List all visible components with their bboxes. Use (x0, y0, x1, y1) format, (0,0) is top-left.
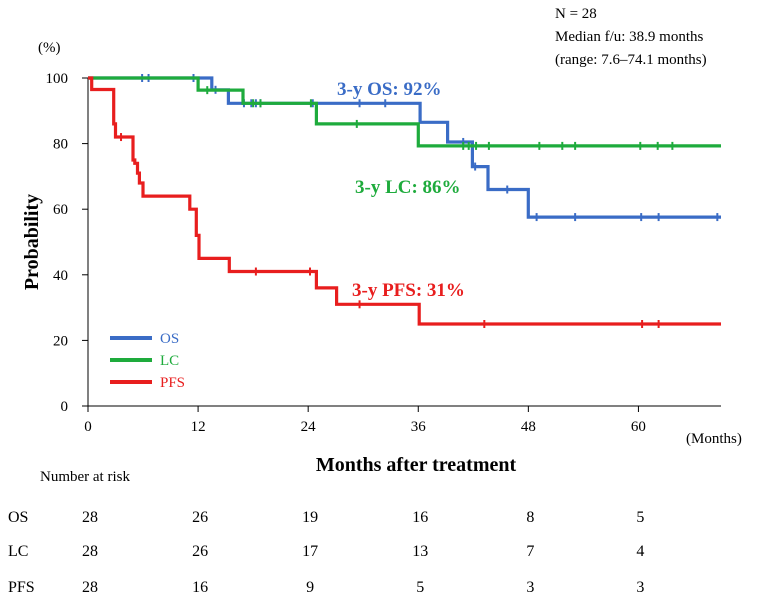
x-axis-title: Months after treatment (316, 454, 517, 476)
y-tick-label: 20 (53, 333, 68, 349)
risk-row-value: 5 (636, 509, 644, 526)
info-median: Median f/u: 38.9 months (555, 29, 703, 45)
y-tick-label: 60 (53, 202, 68, 218)
risk-row-value: 13 (412, 543, 428, 560)
risk-row-label: PFS (8, 579, 35, 596)
study-info: N = 28 Median f/u: 38.9 months (range: 7… (555, 6, 707, 68)
lc-annotation: 3-y LC: 86% (355, 177, 461, 198)
risk-row-value: 9 (306, 579, 314, 596)
legend: OS LC PFS (110, 331, 185, 391)
lc-curve (88, 76, 721, 148)
x-tick-label: 60 (631, 419, 646, 435)
y-ticks: 0 20 40 60 80 100 (46, 71, 88, 415)
x-tick-label: 48 (521, 419, 536, 435)
risk-row-value: 4 (636, 543, 644, 560)
x-ticks: 0 12 24 36 48 60 (84, 406, 646, 435)
risk-row-value: 17 (302, 543, 318, 560)
y-tick-label: 40 (53, 268, 68, 284)
risk-row-value: 7 (526, 543, 534, 560)
x-tick-label: 24 (301, 419, 317, 435)
risk-row-value: 28 (82, 579, 98, 596)
risk-table-title: Number at risk (40, 469, 130, 485)
x-tick-label: 0 (84, 419, 92, 435)
pfs-curve (88, 76, 721, 326)
risk-row-value: 26 (192, 543, 208, 560)
x-tick-label: 12 (191, 419, 206, 435)
risk-row-value: 28 (82, 509, 98, 526)
y-tick-label: 0 (61, 399, 69, 415)
legend-label-pfs: PFS (160, 375, 185, 391)
annotations: 3-y OS: 92% 3-y LC: 86% 3-y PFS: 31% (337, 79, 465, 301)
risk-row-value: 16 (192, 579, 208, 596)
risk-row-value: 26 (192, 509, 208, 526)
info-range: (range: 7.6–74.1 months) (555, 52, 707, 68)
pfs-annotation: 3-y PFS: 31% (352, 280, 465, 301)
y-unit-label: (%) (38, 40, 61, 56)
x-tick-label: 36 (411, 419, 427, 435)
legend-label-os: OS (160, 331, 179, 347)
info-n: N = 28 (555, 6, 597, 22)
risk-row-value: 19 (302, 509, 318, 526)
risk-row-value: 5 (416, 579, 424, 596)
legend-label-lc: LC (160, 353, 179, 369)
risk-row-value: 8 (526, 509, 534, 526)
risk-row-value: 3 (636, 579, 644, 596)
x-unit-label: (Months) (686, 431, 742, 447)
os-annotation: 3-y OS: 92% (337, 79, 442, 100)
risk-table: OS 28 26 19 16 8 5 LC 28 26 17 13 7 4 PFS 28 16 9 5 3 3 (8, 509, 644, 596)
risk-row-label: LC (8, 543, 28, 560)
y-axis-title: Probability (21, 194, 43, 290)
risk-row-value: 16 (412, 509, 428, 526)
y-tick-label: 80 (53, 137, 68, 153)
risk-row-value: 3 (526, 579, 534, 596)
y-tick-label: 100 (46, 71, 69, 87)
risk-row-value: 28 (82, 543, 98, 560)
risk-row-label: OS (8, 509, 28, 526)
km-curves (88, 74, 721, 328)
